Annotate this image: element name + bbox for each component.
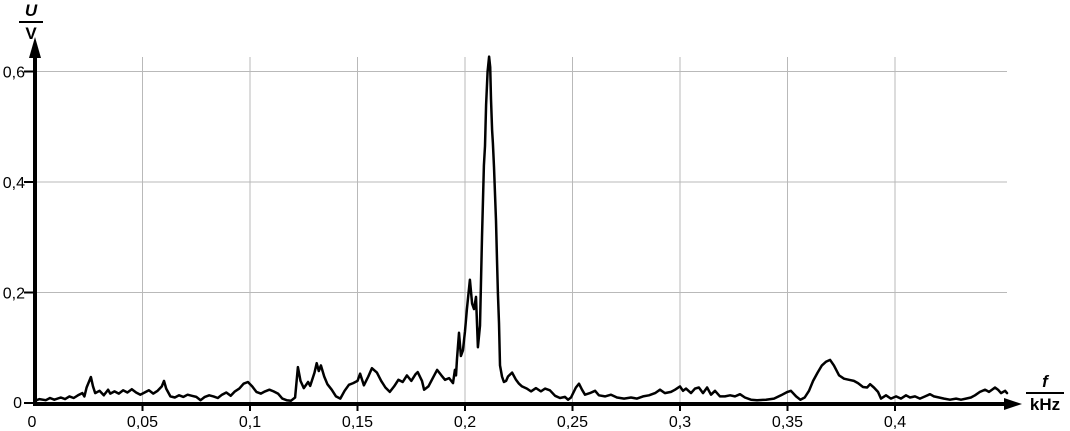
x-tick-label: 0,4: [884, 414, 906, 431]
x-tick-label: 0,3: [669, 414, 691, 431]
x-axis-quantity-label: f: [1026, 373, 1064, 394]
y-axis-label: U V: [19, 2, 43, 42]
x-tick-label: 0,05: [127, 414, 158, 431]
y-tick-label: 0,2: [3, 286, 25, 303]
x-axis-label: f kHz: [1026, 373, 1064, 413]
x-tick-label: 0,15: [342, 414, 373, 431]
x-axis-unit-label: kHz: [1029, 395, 1061, 414]
x-tick-label: 0,2: [454, 414, 476, 431]
x-tick-label: 0,35: [772, 414, 803, 431]
y-axis-unit-label: V: [25, 24, 37, 43]
x-tick-label: 0,25: [557, 414, 588, 431]
spectrum-curve: [33, 55, 1009, 403]
y-tick-label: 0,6: [3, 65, 25, 82]
y-axis-arrowhead: [29, 37, 41, 58]
x-tick-label: 0: [28, 414, 37, 431]
y-tick-label: 0,4: [3, 175, 25, 192]
y-tick-label: 0: [13, 395, 22, 412]
x-axis-arrowhead: [1004, 398, 1022, 410]
x-tick-label: 0,1: [239, 414, 261, 431]
y-axis-quantity-label: U: [19, 2, 43, 23]
